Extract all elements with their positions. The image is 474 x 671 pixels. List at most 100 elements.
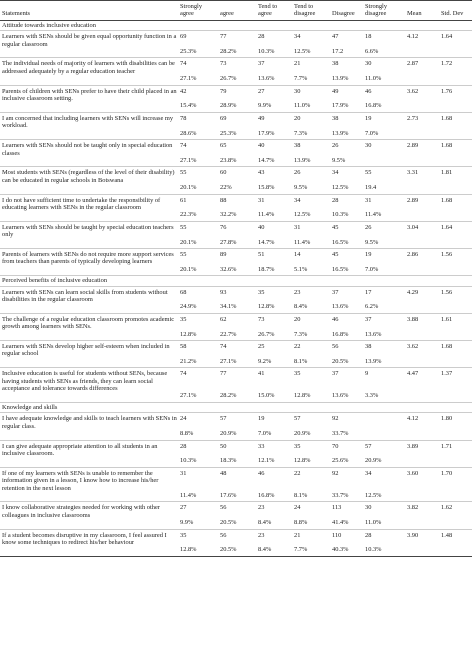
percent-cell: 25.6%	[330, 457, 363, 468]
count-cell: 34	[332, 169, 339, 177]
empty-cell	[439, 330, 472, 342]
percent-cell: 28.6%	[178, 129, 218, 141]
percent-row: 12.8% 20.5% 8.4% 7.7% 40.3% 10.3%	[0, 546, 472, 557]
percent-cell: 20.5%	[218, 546, 256, 557]
count-cell: 49	[332, 87, 339, 95]
percent-cell: 7.3%	[292, 129, 330, 141]
empty-cell	[405, 330, 439, 342]
empty-cell	[0, 129, 178, 141]
mean-cell: 3.04	[407, 223, 419, 231]
percent-cell: 9.9%	[178, 519, 218, 530]
percent-row: 20.1% 32.6% 18.7% 5.1% 16.5% 7.0%	[0, 265, 472, 277]
count-cell: 26	[332, 142, 339, 150]
empty-cell	[0, 546, 178, 557]
mean-cell: 4.12	[407, 415, 419, 423]
empty-cell	[0, 211, 178, 222]
count-cell: 55	[180, 223, 187, 231]
percent-cell: 10.3%	[363, 546, 405, 557]
percent-cell: 13.9%	[330, 75, 363, 86]
percent-cell: 28.2%	[218, 48, 256, 59]
percent-cell: 40.3%	[330, 546, 363, 557]
table-row: I know collaborative strategies needed f…	[0, 502, 472, 519]
column-header: Tend to disagree	[292, 0, 330, 21]
percent-row: 27.1% 28.2% 15.0% 12.8% 13.6% 3.3%	[0, 392, 472, 403]
count-cell: 46	[365, 87, 372, 95]
count-cell: 31	[180, 469, 187, 477]
count-cell: 74	[180, 142, 187, 150]
percent-cell: 6.6%	[363, 48, 405, 59]
count-cell: 45	[332, 223, 339, 231]
empty-cell	[0, 102, 178, 113]
section-title: Attitude towards inclusive education	[0, 20, 472, 32]
empty-cell	[0, 519, 178, 530]
percent-cell: 16.5%	[330, 238, 363, 249]
percent-cell: 13.6%	[363, 330, 405, 342]
section-title: Knowledge and skills	[0, 402, 472, 414]
percent-cell: 28.9%	[218, 102, 256, 113]
percent-cell: 27.1%	[218, 357, 256, 369]
count-cell: 34	[294, 196, 301, 204]
statement-text: Most students with SENs (regardless of t…	[2, 169, 175, 184]
column-header: Strongly agree	[178, 0, 218, 21]
percent-cell: 11.4%	[292, 238, 330, 249]
count-cell: 55	[180, 169, 187, 177]
mean-cell: 4.12	[407, 33, 419, 41]
percent-cell: 7.0%	[363, 129, 405, 141]
column-header: Tend to agree	[256, 0, 292, 21]
percent-cell: 8.4%	[292, 303, 330, 314]
percent-cell	[363, 156, 405, 168]
empty-cell	[0, 303, 178, 314]
std-dev-cell: 1.64	[441, 223, 453, 231]
count-cell: 20	[294, 315, 301, 323]
empty-cell	[0, 156, 178, 168]
mean-cell: 3.90	[407, 531, 419, 539]
empty-cell	[439, 102, 472, 113]
percent-cell: 7.7%	[292, 546, 330, 557]
count-cell: 27	[258, 87, 265, 95]
count-cell: 33	[258, 442, 265, 450]
statement-text: If a student becomes disruptive in my cl…	[2, 531, 167, 546]
percent-cell: 17.9%	[256, 129, 292, 141]
count-cell: 41	[258, 370, 265, 378]
empty-cell	[405, 303, 439, 314]
mean-cell: 3.89	[407, 442, 419, 450]
std-dev-cell: 1.56	[441, 288, 453, 296]
percent-cell: 9.5%	[363, 238, 405, 249]
std-dev-cell: 1.72	[441, 60, 453, 68]
percent-row: 25.3% 28.2% 10.3% 12.5% 17.2 6.6%	[0, 48, 472, 59]
count-cell: 110	[332, 531, 342, 539]
empty-cell	[0, 48, 178, 59]
percent-cell: 13.9%	[292, 156, 330, 168]
statement-text: Learners with SENs should not be taught …	[2, 142, 173, 157]
count-cell: 40	[258, 223, 265, 231]
table-row: I am concerned that including learners w…	[0, 112, 472, 129]
std-dev-cell: 1.68	[441, 196, 453, 204]
count-cell: 74	[180, 370, 187, 378]
empty-cell	[405, 457, 439, 468]
percent-cell: 32.6%	[218, 265, 256, 277]
percent-cell: 9.5%	[330, 156, 363, 168]
count-cell: 24	[294, 504, 301, 512]
std-dev-cell: 1.48	[441, 531, 453, 539]
percent-cell: 15.8%	[256, 184, 292, 195]
count-cell: 58	[180, 343, 187, 351]
percent-cell: 12.5%	[363, 491, 405, 503]
empty-cell	[405, 392, 439, 403]
percent-cell: 5.1%	[292, 265, 330, 277]
statement-text: Learners with SENs develop higher self-e…	[2, 343, 170, 358]
std-dev-cell: 1.61	[441, 315, 453, 323]
statement-text: The individual needs of majority of lear…	[2, 60, 175, 75]
empty-cell	[405, 430, 439, 441]
count-cell: 56	[220, 504, 227, 512]
count-cell: 92	[332, 415, 339, 423]
count-cell: 60	[220, 169, 227, 177]
percent-cell: 25.3%	[178, 48, 218, 59]
table-header: Statements Strongly agree agree Tend to agr…	[0, 0, 472, 21]
std-dev-cell: 1.80	[441, 415, 453, 423]
percent-cell: 6.2%	[363, 303, 405, 314]
percent-cell: 41.4%	[330, 519, 363, 530]
empty-cell	[439, 75, 472, 86]
percent-cell: 15.0%	[256, 392, 292, 403]
count-cell: 21	[294, 60, 301, 68]
